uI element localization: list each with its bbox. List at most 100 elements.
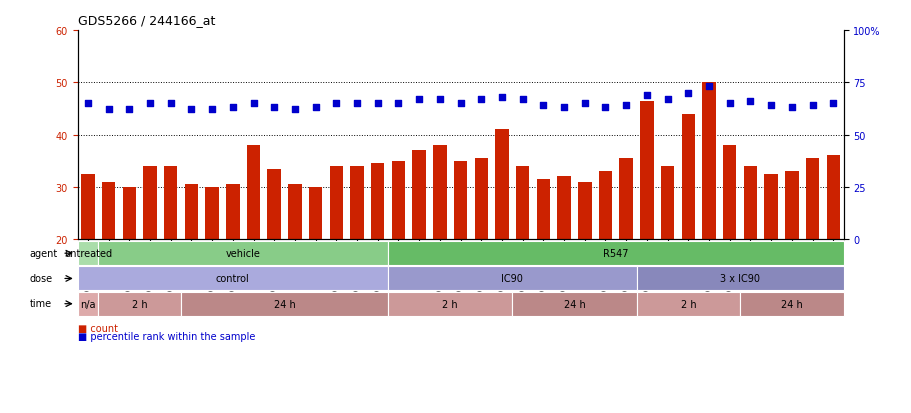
- Point: [474, 97, 488, 103]
- Bar: [98, 242, 388, 266]
- Bar: [371, 164, 384, 344]
- Point: [804, 103, 819, 109]
- Bar: [392, 161, 404, 344]
- Point: [287, 107, 302, 114]
- Bar: [784, 172, 798, 344]
- Text: 2 h: 2 h: [442, 299, 457, 309]
- Bar: [350, 166, 363, 344]
- Bar: [77, 267, 388, 291]
- Point: [246, 101, 261, 107]
- Point: [370, 101, 384, 107]
- Bar: [81, 174, 95, 344]
- Point: [598, 105, 612, 112]
- Text: n/a: n/a: [80, 299, 96, 309]
- Point: [412, 97, 426, 103]
- Text: 2 h: 2 h: [680, 299, 695, 309]
- Bar: [536, 180, 549, 344]
- Bar: [557, 177, 570, 344]
- Point: [329, 101, 343, 107]
- Bar: [722, 146, 736, 344]
- Point: [701, 84, 715, 90]
- Point: [577, 101, 591, 107]
- Point: [80, 101, 95, 107]
- Bar: [495, 130, 508, 344]
- Bar: [578, 182, 591, 344]
- Text: GDS5266 / 244166_at: GDS5266 / 244166_at: [77, 14, 215, 27]
- Point: [681, 90, 695, 97]
- Point: [163, 101, 178, 107]
- Bar: [288, 185, 302, 344]
- Bar: [636, 292, 739, 316]
- Text: 24 h: 24 h: [273, 299, 295, 309]
- Point: [308, 105, 322, 112]
- Point: [639, 93, 653, 99]
- Bar: [181, 292, 388, 316]
- Point: [619, 103, 633, 109]
- Bar: [763, 174, 777, 344]
- Text: 3 x IC90: 3 x IC90: [720, 274, 759, 284]
- Point: [122, 107, 137, 114]
- Point: [763, 103, 778, 109]
- Point: [184, 107, 199, 114]
- Point: [101, 107, 116, 114]
- Bar: [805, 159, 818, 344]
- Bar: [516, 166, 528, 344]
- Point: [494, 95, 508, 101]
- Text: 24 h: 24 h: [780, 299, 802, 309]
- Text: agent: agent: [30, 248, 58, 258]
- Bar: [267, 169, 281, 344]
- Bar: [619, 159, 632, 344]
- Point: [432, 97, 446, 103]
- Text: dose: dose: [30, 273, 53, 283]
- Point: [557, 105, 571, 112]
- Bar: [226, 185, 240, 344]
- Text: control: control: [216, 274, 250, 284]
- Bar: [640, 101, 653, 344]
- Text: ■ count: ■ count: [78, 323, 118, 333]
- Point: [722, 101, 736, 107]
- Bar: [599, 172, 611, 344]
- Bar: [143, 166, 157, 344]
- Text: R547: R547: [602, 249, 628, 259]
- Bar: [701, 83, 715, 344]
- Bar: [164, 166, 178, 344]
- Text: untreated: untreated: [64, 249, 112, 259]
- Point: [349, 101, 363, 107]
- Bar: [454, 161, 466, 344]
- Bar: [739, 292, 843, 316]
- Bar: [309, 188, 322, 344]
- Point: [515, 97, 529, 103]
- Text: 2 h: 2 h: [132, 299, 148, 309]
- Point: [742, 99, 757, 105]
- Bar: [636, 267, 843, 291]
- Point: [660, 97, 674, 103]
- Bar: [512, 292, 636, 316]
- Point: [267, 105, 281, 112]
- Bar: [681, 114, 694, 344]
- Text: vehicle: vehicle: [226, 249, 261, 259]
- Text: time: time: [30, 299, 52, 309]
- Point: [391, 101, 405, 107]
- Point: [205, 107, 220, 114]
- Bar: [433, 146, 446, 344]
- Bar: [660, 166, 673, 344]
- Point: [142, 101, 157, 107]
- Bar: [77, 242, 98, 266]
- Bar: [184, 185, 198, 344]
- Point: [783, 105, 798, 112]
- Bar: [474, 159, 487, 344]
- Bar: [825, 156, 839, 344]
- Bar: [388, 292, 512, 316]
- Text: ■ percentile rank within the sample: ■ percentile rank within the sample: [78, 331, 255, 341]
- Bar: [388, 242, 843, 266]
- Point: [225, 105, 240, 112]
- Bar: [102, 182, 115, 344]
- Point: [825, 101, 840, 107]
- Point: [453, 101, 467, 107]
- Bar: [329, 166, 343, 344]
- Bar: [742, 166, 756, 344]
- Bar: [77, 292, 98, 316]
- Bar: [98, 292, 181, 316]
- Bar: [388, 267, 636, 291]
- Text: IC90: IC90: [501, 274, 523, 284]
